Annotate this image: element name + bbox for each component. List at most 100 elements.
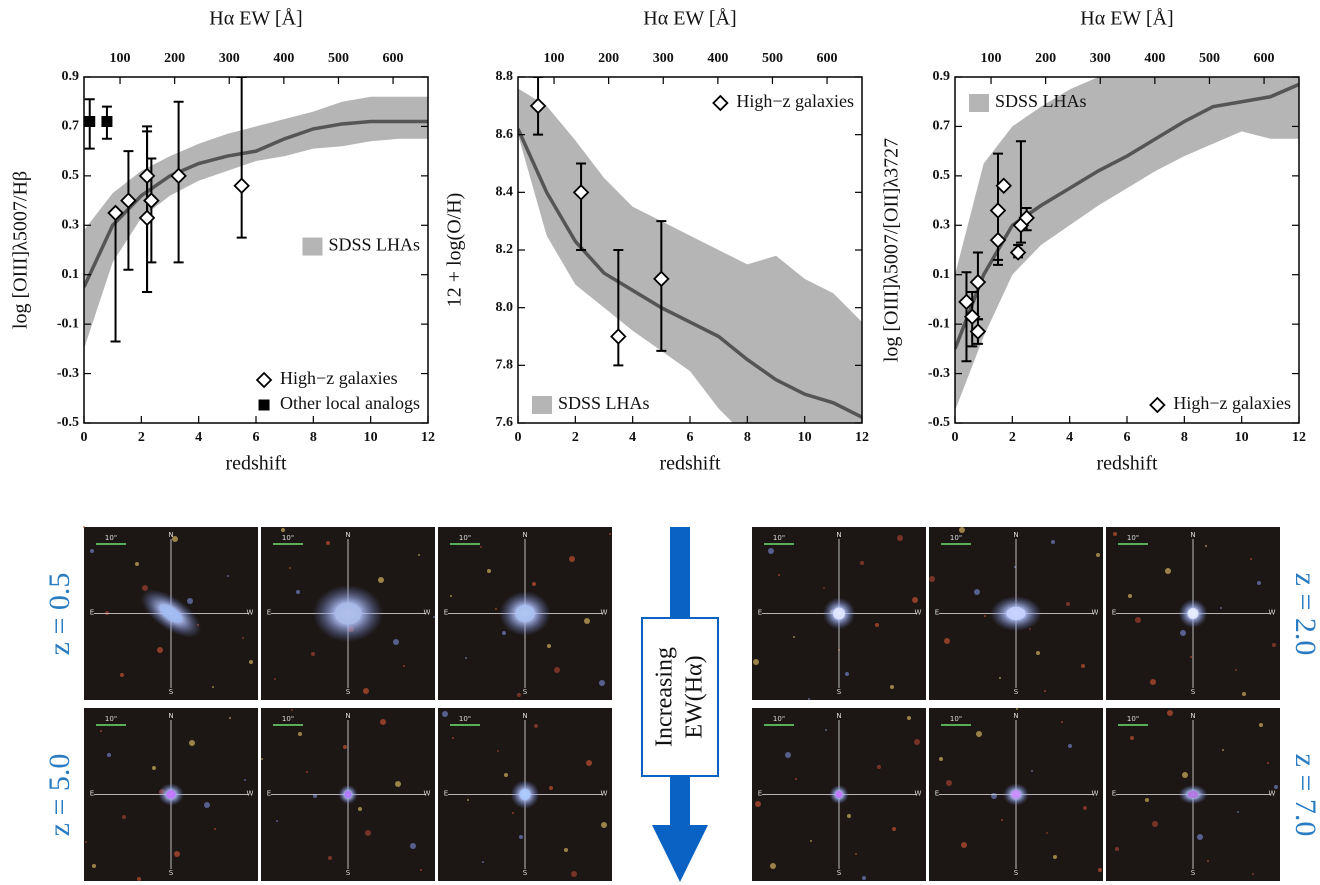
star	[976, 731, 982, 737]
x-tick-label: 12	[421, 430, 435, 445]
star	[929, 576, 935, 582]
compass-label: W	[1092, 609, 1099, 617]
star	[1083, 806, 1087, 810]
x2-tick-label: 300	[1090, 51, 1111, 66]
diamond-marker	[958, 293, 975, 311]
star	[569, 556, 575, 562]
compass-label: N	[345, 531, 350, 539]
star	[137, 877, 141, 881]
star	[244, 779, 246, 781]
star	[534, 724, 538, 728]
star	[189, 740, 195, 746]
star	[944, 638, 950, 644]
star	[1128, 594, 1132, 598]
y-tick-label: 8.8	[496, 69, 514, 84]
legend-label: SDSS LHAs	[995, 91, 1087, 111]
legend-label: High−z galaxies	[1173, 393, 1291, 413]
x-tick-label: 0	[81, 430, 88, 445]
star	[135, 562, 139, 566]
galaxy-core	[833, 607, 845, 620]
diamond-marker	[107, 204, 124, 222]
galaxy-core	[515, 605, 535, 622]
x-tick-label: 12	[855, 430, 869, 445]
x-axis-label: redshift	[225, 453, 287, 475]
x-tick-label: 2	[1009, 430, 1016, 445]
compass-label: W	[915, 790, 922, 798]
x-tick-label: 0	[952, 430, 959, 445]
x2-tick-label: 500	[1199, 51, 1220, 66]
star	[395, 781, 401, 787]
star	[214, 828, 216, 830]
diamond-marker	[653, 270, 670, 288]
star	[1044, 690, 1046, 692]
compass-label: N	[168, 531, 173, 539]
square-marker	[84, 115, 96, 127]
y-tick-label: 8.0	[496, 300, 514, 315]
compass-label: W	[424, 609, 431, 617]
star	[755, 801, 761, 807]
star	[795, 778, 797, 780]
diamond-marker	[233, 177, 250, 195]
x2-tick-label: 400	[1144, 51, 1165, 66]
compass-label: E	[935, 790, 939, 798]
compass-label: E	[444, 790, 448, 798]
star	[495, 608, 497, 610]
star	[1235, 669, 1237, 671]
star	[487, 569, 491, 573]
diamond-marker	[120, 192, 137, 209]
star	[1150, 679, 1156, 685]
star	[298, 732, 302, 736]
compass-label: E	[444, 609, 448, 617]
x-tick-label: 12	[1292, 430, 1306, 445]
star	[793, 636, 795, 638]
star	[504, 773, 508, 777]
compass-label: E	[90, 609, 94, 617]
error-bar	[123, 150, 134, 271]
compass-label: S	[837, 869, 842, 877]
star	[157, 647, 163, 653]
x-tick-label: 0	[515, 430, 522, 445]
y-tick-label: -0.5	[57, 415, 79, 430]
x-tick-label: 8	[310, 430, 317, 445]
star	[442, 711, 448, 717]
compass-label: S	[169, 869, 174, 877]
star	[100, 730, 102, 732]
arrow-box	[641, 617, 719, 777]
redshift-label: z = 0.5	[43, 573, 76, 656]
y-tick-label: 0.3	[62, 218, 80, 233]
star	[1036, 651, 1040, 655]
star	[1242, 692, 1246, 696]
star	[497, 750, 499, 752]
compass-label: N	[836, 712, 841, 720]
diamond-marker	[1009, 244, 1027, 261]
y-tick-label: -0.5	[928, 415, 950, 430]
legend-marker	[1149, 396, 1166, 414]
star	[393, 639, 399, 645]
compass-label: S	[523, 869, 528, 877]
star	[212, 686, 214, 688]
scale-label: 10"	[773, 534, 785, 542]
plot-area	[84, 77, 428, 349]
star	[1197, 834, 1203, 840]
band-area	[955, 77, 1299, 411]
plot-area	[955, 77, 1299, 411]
scale-label: 10"	[105, 534, 117, 542]
y-axis-label: log [OIII]λ5007/Hβ	[10, 171, 32, 329]
star	[1152, 821, 1158, 827]
y-tick-label: 8.4	[496, 185, 514, 200]
star	[1053, 855, 1057, 859]
galaxy-core	[1006, 606, 1026, 621]
star	[1145, 798, 1149, 802]
compass-label: S	[346, 688, 351, 696]
star	[465, 657, 467, 659]
star	[452, 737, 454, 739]
galaxy-core	[344, 790, 352, 799]
galaxy-core	[334, 602, 362, 625]
y-tick-label: 8.2	[496, 242, 514, 257]
plot-area	[518, 77, 862, 423]
star	[1135, 617, 1141, 623]
star	[999, 677, 1001, 679]
star	[845, 672, 849, 676]
star	[961, 842, 967, 848]
